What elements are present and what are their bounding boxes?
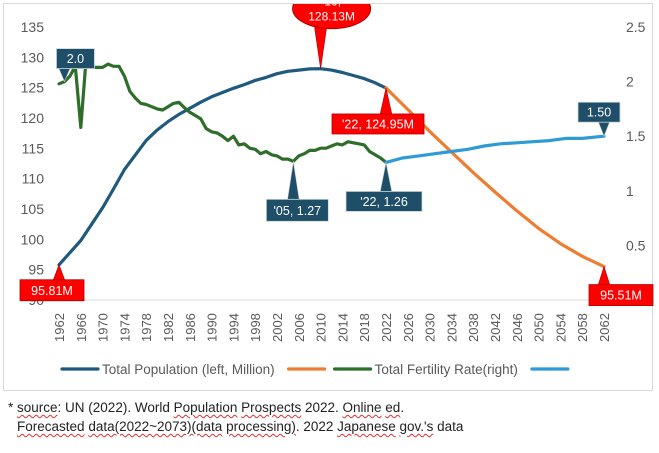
x-axis-tick-2038: 2038 [466,313,481,342]
callout-box-4 [345,191,423,212]
source-word-data-range: data(2022~2073)(data [88,419,223,434]
x-axis-tick-2034: 2034 [444,313,459,342]
right-axis-tick-0.5: 0.5 [626,237,646,253]
x-axis-tick-2054: 2054 [553,313,568,342]
source-text-c: 2022. [301,400,343,415]
callout-pointer-4 [379,162,393,193]
x-axis-tick-1982: 1982 [161,313,176,342]
right-axis-tick-2: 2 [626,74,634,90]
x-axis-tick-1966: 1966 [74,313,89,342]
x-axis-tick-2006: 2006 [292,313,307,342]
callout-text-0: 2.0 [67,52,84,66]
callout-box-7 [588,284,654,306]
right-axis-tick-1: 1 [626,183,634,199]
x-axis-tick-2018: 2018 [357,313,372,342]
source-line-1: * source: UN (2022). World Population Pr… [8,400,404,415]
x-axis-tick-1970: 1970 [96,313,111,342]
left-axis-tick-125: 125 [21,80,45,96]
left-axis-tick-120: 120 [21,110,45,126]
left-axis-tick-110: 110 [22,171,45,187]
callout-pointer-3 [287,161,300,201]
right-axis-tick-1.5: 1.5 [626,128,646,144]
callout-box-2 [331,113,425,135]
callout-pointer-6 [52,263,66,282]
callout-text-5: 1.50 [587,106,611,120]
callout-bubble-1 [292,4,372,30]
callout-text-3: '05, 1.27 [274,204,322,218]
source-word: source [17,400,58,415]
left-axis-tick-135: 135 [21,19,45,35]
source-text-a: : UN (2022). World [57,400,174,415]
series-line-2 [57,54,388,164]
x-axis-tick-2014: 2014 [335,313,350,342]
callout-text-7: 95.51M [600,289,642,303]
callout-pointer-5 [597,120,611,138]
left-axis-tick-130: 130 [21,49,45,65]
series-line-3 [384,134,606,164]
source-text-j: data [433,419,464,434]
x-axis-tick-2026: 2026 [401,313,416,342]
source-word-forecasted: Forecasted [17,419,85,434]
chart-frame: 909510010511011512012513013500.511.522.5… [3,3,654,391]
callout-box-6 [19,279,85,302]
left-axis-tick-100: 100 [21,231,45,247]
source-word-population: Population [173,400,238,415]
source-word-gov: gov.'s [399,419,434,434]
callout-text-1: '10, [322,4,341,9]
x-axis-tick-2022: 2022 [379,313,394,342]
legend-label-0: Total Population (left, Million) [102,362,275,377]
source-word-processing: processing) [226,419,296,434]
source-word-online: Online [342,400,382,415]
x-axis-tick-2046: 2046 [510,313,525,342]
population-fertility-chart: 909510010511011512012513013500.511.522.5… [19,4,654,377]
callout-text-6: 95.81M [31,284,73,298]
source-word-ed: ed [385,400,401,415]
x-axis-tick-2062: 2062 [597,313,612,342]
x-axis-tick-2058: 2058 [575,313,590,342]
source-word-prospects: Prospects [241,400,302,415]
callout-box-0 [56,48,95,69]
source-text-e: . [400,400,405,415]
x-axis-tick-2010: 2010 [314,313,329,342]
x-axis-tick-1962: 1962 [52,313,67,342]
x-axis-tick-2042: 2042 [488,313,503,342]
x-axis-tick-1978: 1978 [139,313,154,342]
x-axis-tick-1986: 1986 [183,313,198,342]
callout-text-4: '22, 1.26 [360,195,408,209]
left-axis-tick-115: 115 [22,140,45,156]
left-axis-tick-95: 95 [28,262,44,278]
callout-box-5 [577,101,621,123]
legend-label-2: Total Fertility Rate(right) [375,362,518,377]
x-axis-tick-1990: 1990 [205,313,220,342]
source-asterisk: * [8,400,18,415]
x-axis-tick-2030: 2030 [423,313,438,342]
callout-pointer-7 [597,265,611,286]
series-line-0 [57,67,388,267]
callout-box-3 [265,198,329,222]
left-axis-tick-105: 105 [21,201,45,217]
source-word-japanese: Japanese [337,419,396,434]
x-axis-tick-1974: 1974 [117,313,132,342]
callout-text-2: '22, 124.95M [342,117,414,131]
callout-text2-1: 128.13M [308,10,355,24]
x-axis-tick-2002: 2002 [270,313,285,342]
callout-pointer-1 [314,27,327,69]
x-axis-tick-1994: 1994 [226,313,241,342]
right-axis-tick-2.5: 2.5 [626,19,646,35]
source-text-h: . 2022 [295,419,338,434]
source-line-2: Forecasted data(2022~2073)(data processi… [17,419,463,434]
x-axis-tick-1998: 1998 [248,313,263,342]
x-axis-tick-2050: 2050 [532,313,547,342]
